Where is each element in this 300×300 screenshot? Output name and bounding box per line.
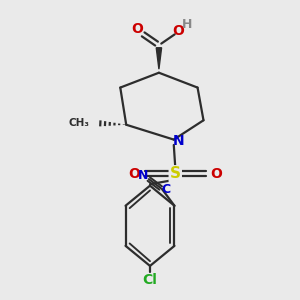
Polygon shape	[156, 48, 162, 69]
Text: C: C	[161, 183, 170, 196]
Text: N: N	[138, 169, 149, 182]
Text: Cl: Cl	[142, 273, 158, 287]
Text: O: O	[131, 22, 143, 36]
Text: N: N	[172, 134, 184, 148]
Text: CH₃: CH₃	[69, 118, 90, 128]
Text: O: O	[128, 167, 140, 181]
Text: H: H	[182, 18, 192, 31]
Text: O: O	[210, 167, 222, 181]
Text: O: O	[172, 23, 184, 38]
Text: S: S	[170, 166, 181, 181]
